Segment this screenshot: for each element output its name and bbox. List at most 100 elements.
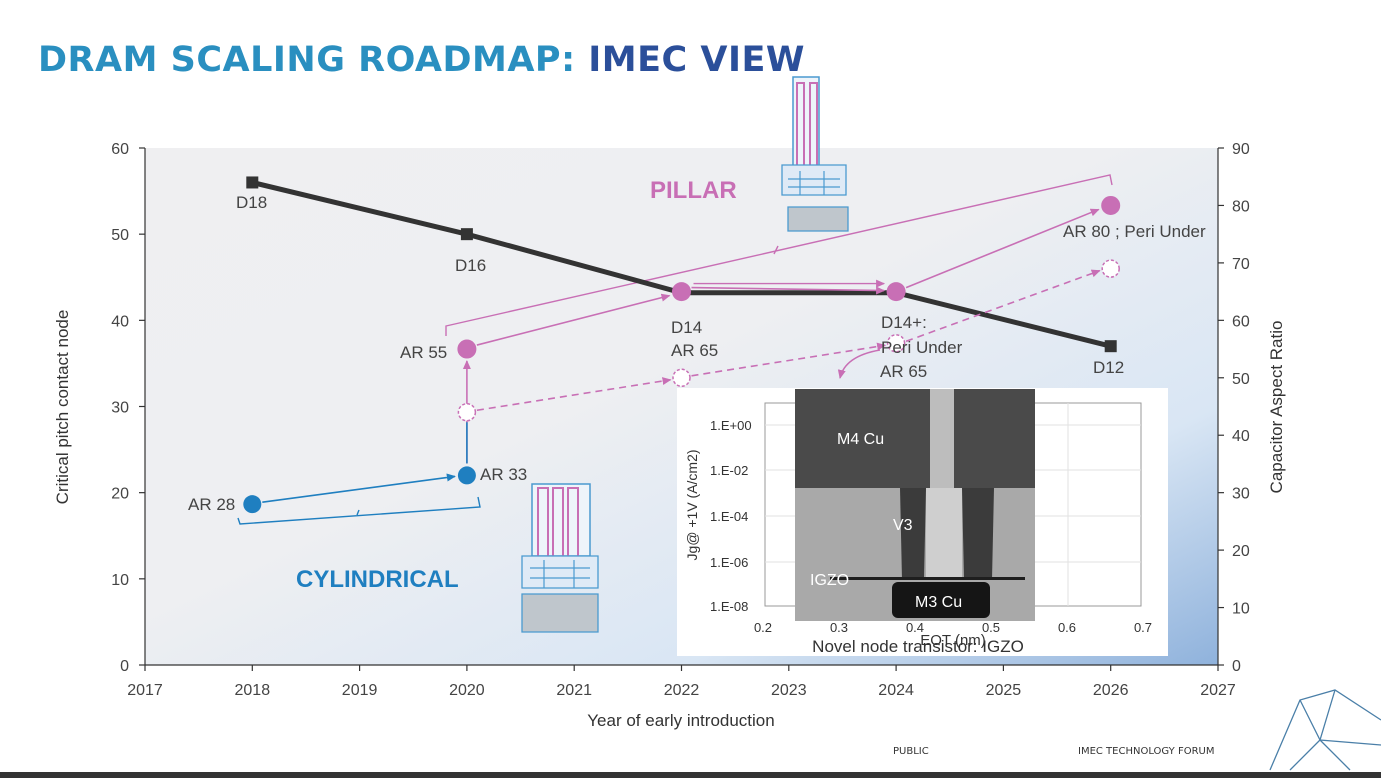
open-circle-point xyxy=(886,334,906,353)
inset-xtick-5: 0.7 xyxy=(1134,620,1152,635)
tem-label-m3: M3 Cu xyxy=(915,594,962,611)
bottom-bar xyxy=(0,772,1381,778)
y2-tick-label: 30 xyxy=(1232,486,1250,503)
pillar-arrow xyxy=(691,286,886,295)
y2-tick-label: 20 xyxy=(1232,543,1250,560)
footer-forum: IMEC TECHNOLOGY FORUM xyxy=(1078,746,1215,757)
y2-tick-label: 60 xyxy=(1232,313,1250,330)
y-axis-title: Critical pitch contact node xyxy=(53,310,72,505)
y-tick-label: 10 xyxy=(111,572,129,589)
igzo-inset: 1.E+00 1.E-02 1.E-04 1.E-06 1.E-08 0.2 0… xyxy=(677,388,1168,656)
label-d14plus: D14+: xyxy=(881,313,927,332)
x-tick-label: 2025 xyxy=(986,682,1022,699)
open-circle-point xyxy=(672,368,691,388)
y2-tick-label: 50 xyxy=(1232,371,1250,388)
cylindrical-label: CYLINDRICAL xyxy=(296,566,459,593)
inset-ylabel: Jg@ +1V (A/cm2) xyxy=(684,449,700,560)
x-tick-label: 2024 xyxy=(878,682,914,699)
x-tick-label: 2026 xyxy=(1093,682,1129,699)
y-tick-label: 40 xyxy=(111,313,129,330)
label-ar28: AR 28 xyxy=(188,495,235,514)
pillar-point xyxy=(1101,195,1121,215)
label-ar65-2022: AR 65 xyxy=(671,341,718,360)
pillar-bracket xyxy=(445,174,1113,336)
y2-tick-label: 10 xyxy=(1232,601,1250,618)
inset-ytick-4: 1.E-08 xyxy=(710,599,748,614)
y-tick-label: 30 xyxy=(111,400,129,417)
title-main: DRAM SCALING ROADMAP: xyxy=(38,40,576,80)
pillar-structure-icon xyxy=(781,76,849,232)
y2-tick-label: 80 xyxy=(1232,198,1250,215)
label-d14: D14 xyxy=(671,318,702,337)
cylindrical-structure-icon xyxy=(521,483,599,633)
y-tick-label: 20 xyxy=(111,486,129,503)
node-square-marker xyxy=(246,176,259,189)
y-tick-label: 0 xyxy=(120,658,129,675)
label-ar55: AR 55 xyxy=(400,343,447,362)
x-tick-label: 2027 xyxy=(1200,682,1236,699)
x-tick-label: 2019 xyxy=(342,682,378,699)
node-square-marker xyxy=(1104,340,1117,353)
y2-axis-title: Capacitor Aspect Ratio xyxy=(1267,321,1286,494)
cylindrical-bracket xyxy=(237,496,481,525)
y-tick-label: 50 xyxy=(111,227,129,244)
label-d12: D12 xyxy=(1093,358,1124,377)
label-ar33: AR 33 xyxy=(480,465,527,484)
label-peri-under: Peri Under xyxy=(881,338,963,357)
inset-xtick-1: 0.3 xyxy=(830,620,848,635)
open-circle-point xyxy=(1101,259,1120,278)
y2-tick-label: 90 xyxy=(1232,141,1250,158)
y2-tick-label: 70 xyxy=(1232,256,1250,273)
y2-tick-label: 0 xyxy=(1232,658,1241,675)
x-tick-label: 2018 xyxy=(235,682,271,699)
y2-tick-label: 40 xyxy=(1232,428,1250,445)
axis-ticks: 2017 2018 2019 2020 2021 2022 2023 2024 2025 2026… xyxy=(111,141,1250,699)
pillar-label: PILLAR xyxy=(650,177,737,204)
imec-corner-logo xyxy=(1269,689,1381,771)
inset-ytick-1: 1.E-02 xyxy=(710,463,748,478)
label-d18: D18 xyxy=(236,193,267,212)
point-labels: D18 D16 D14 D14+: D12 AR 28 AR 33 AR 55 … xyxy=(188,193,1206,514)
pillar-arrow xyxy=(476,293,671,346)
x-tick-label: 2022 xyxy=(664,682,700,699)
x-tick-label: 2023 xyxy=(771,682,807,699)
inset-ytick-2: 1.E-04 xyxy=(710,509,748,524)
node-square-marker xyxy=(460,228,473,241)
inset-xtick-0: 0.2 xyxy=(754,620,772,635)
inset-ytick-0: 1.E+00 xyxy=(710,418,752,433)
label-d16: D16 xyxy=(455,256,486,275)
inset-ytick-3: 1.E-06 xyxy=(710,555,748,570)
inset-xtick-3: 0.5 xyxy=(982,620,1000,635)
x-tick-label: 2017 xyxy=(127,682,163,699)
open-circle-point xyxy=(457,402,477,422)
pillar-point xyxy=(672,282,691,302)
cylindrical-point xyxy=(243,495,262,514)
label-ar80: AR 80 ; Peri Under xyxy=(1063,222,1206,241)
x-tick-label: 2020 xyxy=(449,682,485,699)
inset-ticks: 1.E+00 1.E-02 1.E-04 1.E-06 1.E-08 0.2 0… xyxy=(710,418,1152,635)
pillar-point xyxy=(886,282,906,302)
y-tick-label: 60 xyxy=(111,141,129,158)
x-tick-label: 2021 xyxy=(556,682,592,699)
inset-xlabel: EOT (nm) xyxy=(920,632,986,649)
pillar-point xyxy=(457,339,477,359)
inset-xtick-4: 0.6 xyxy=(1058,620,1076,635)
dashed-arrow xyxy=(905,269,1101,343)
tem-label-igzo: IGZO xyxy=(810,572,849,589)
title-accent: IMEC VIEW xyxy=(588,40,806,80)
slide-title: DRAM SCALING ROADMAP: IMEC VIEW xyxy=(38,40,805,80)
cylindrical-arrow xyxy=(262,473,456,503)
dashed-arrow xyxy=(691,342,887,377)
peri-under-callout xyxy=(837,349,881,379)
cylindrical-point xyxy=(457,466,476,485)
dashed-arrow xyxy=(476,377,672,412)
label-ar65-2024: AR 65 xyxy=(880,362,927,381)
footer-public: PUBLIC xyxy=(893,746,929,757)
x-axis-title: Year of early introduction xyxy=(587,711,774,730)
tem-micrograph-image xyxy=(795,389,1035,621)
inset-xtick-2: 0.4 xyxy=(906,620,924,635)
pillar-arrow xyxy=(905,208,1100,289)
series-marks xyxy=(243,176,1121,514)
tem-label-v3: V3 xyxy=(893,517,913,534)
